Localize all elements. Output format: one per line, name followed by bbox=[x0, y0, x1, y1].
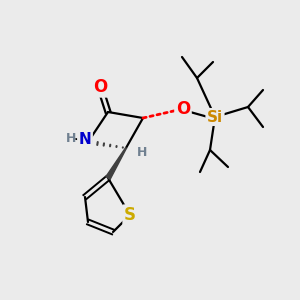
Polygon shape bbox=[106, 148, 126, 179]
Text: S: S bbox=[124, 206, 136, 224]
Text: H: H bbox=[66, 133, 76, 146]
Text: O: O bbox=[176, 100, 190, 118]
Text: N: N bbox=[79, 133, 92, 148]
Text: Si: Si bbox=[207, 110, 223, 124]
Text: H: H bbox=[137, 146, 147, 158]
Text: O: O bbox=[93, 78, 107, 96]
